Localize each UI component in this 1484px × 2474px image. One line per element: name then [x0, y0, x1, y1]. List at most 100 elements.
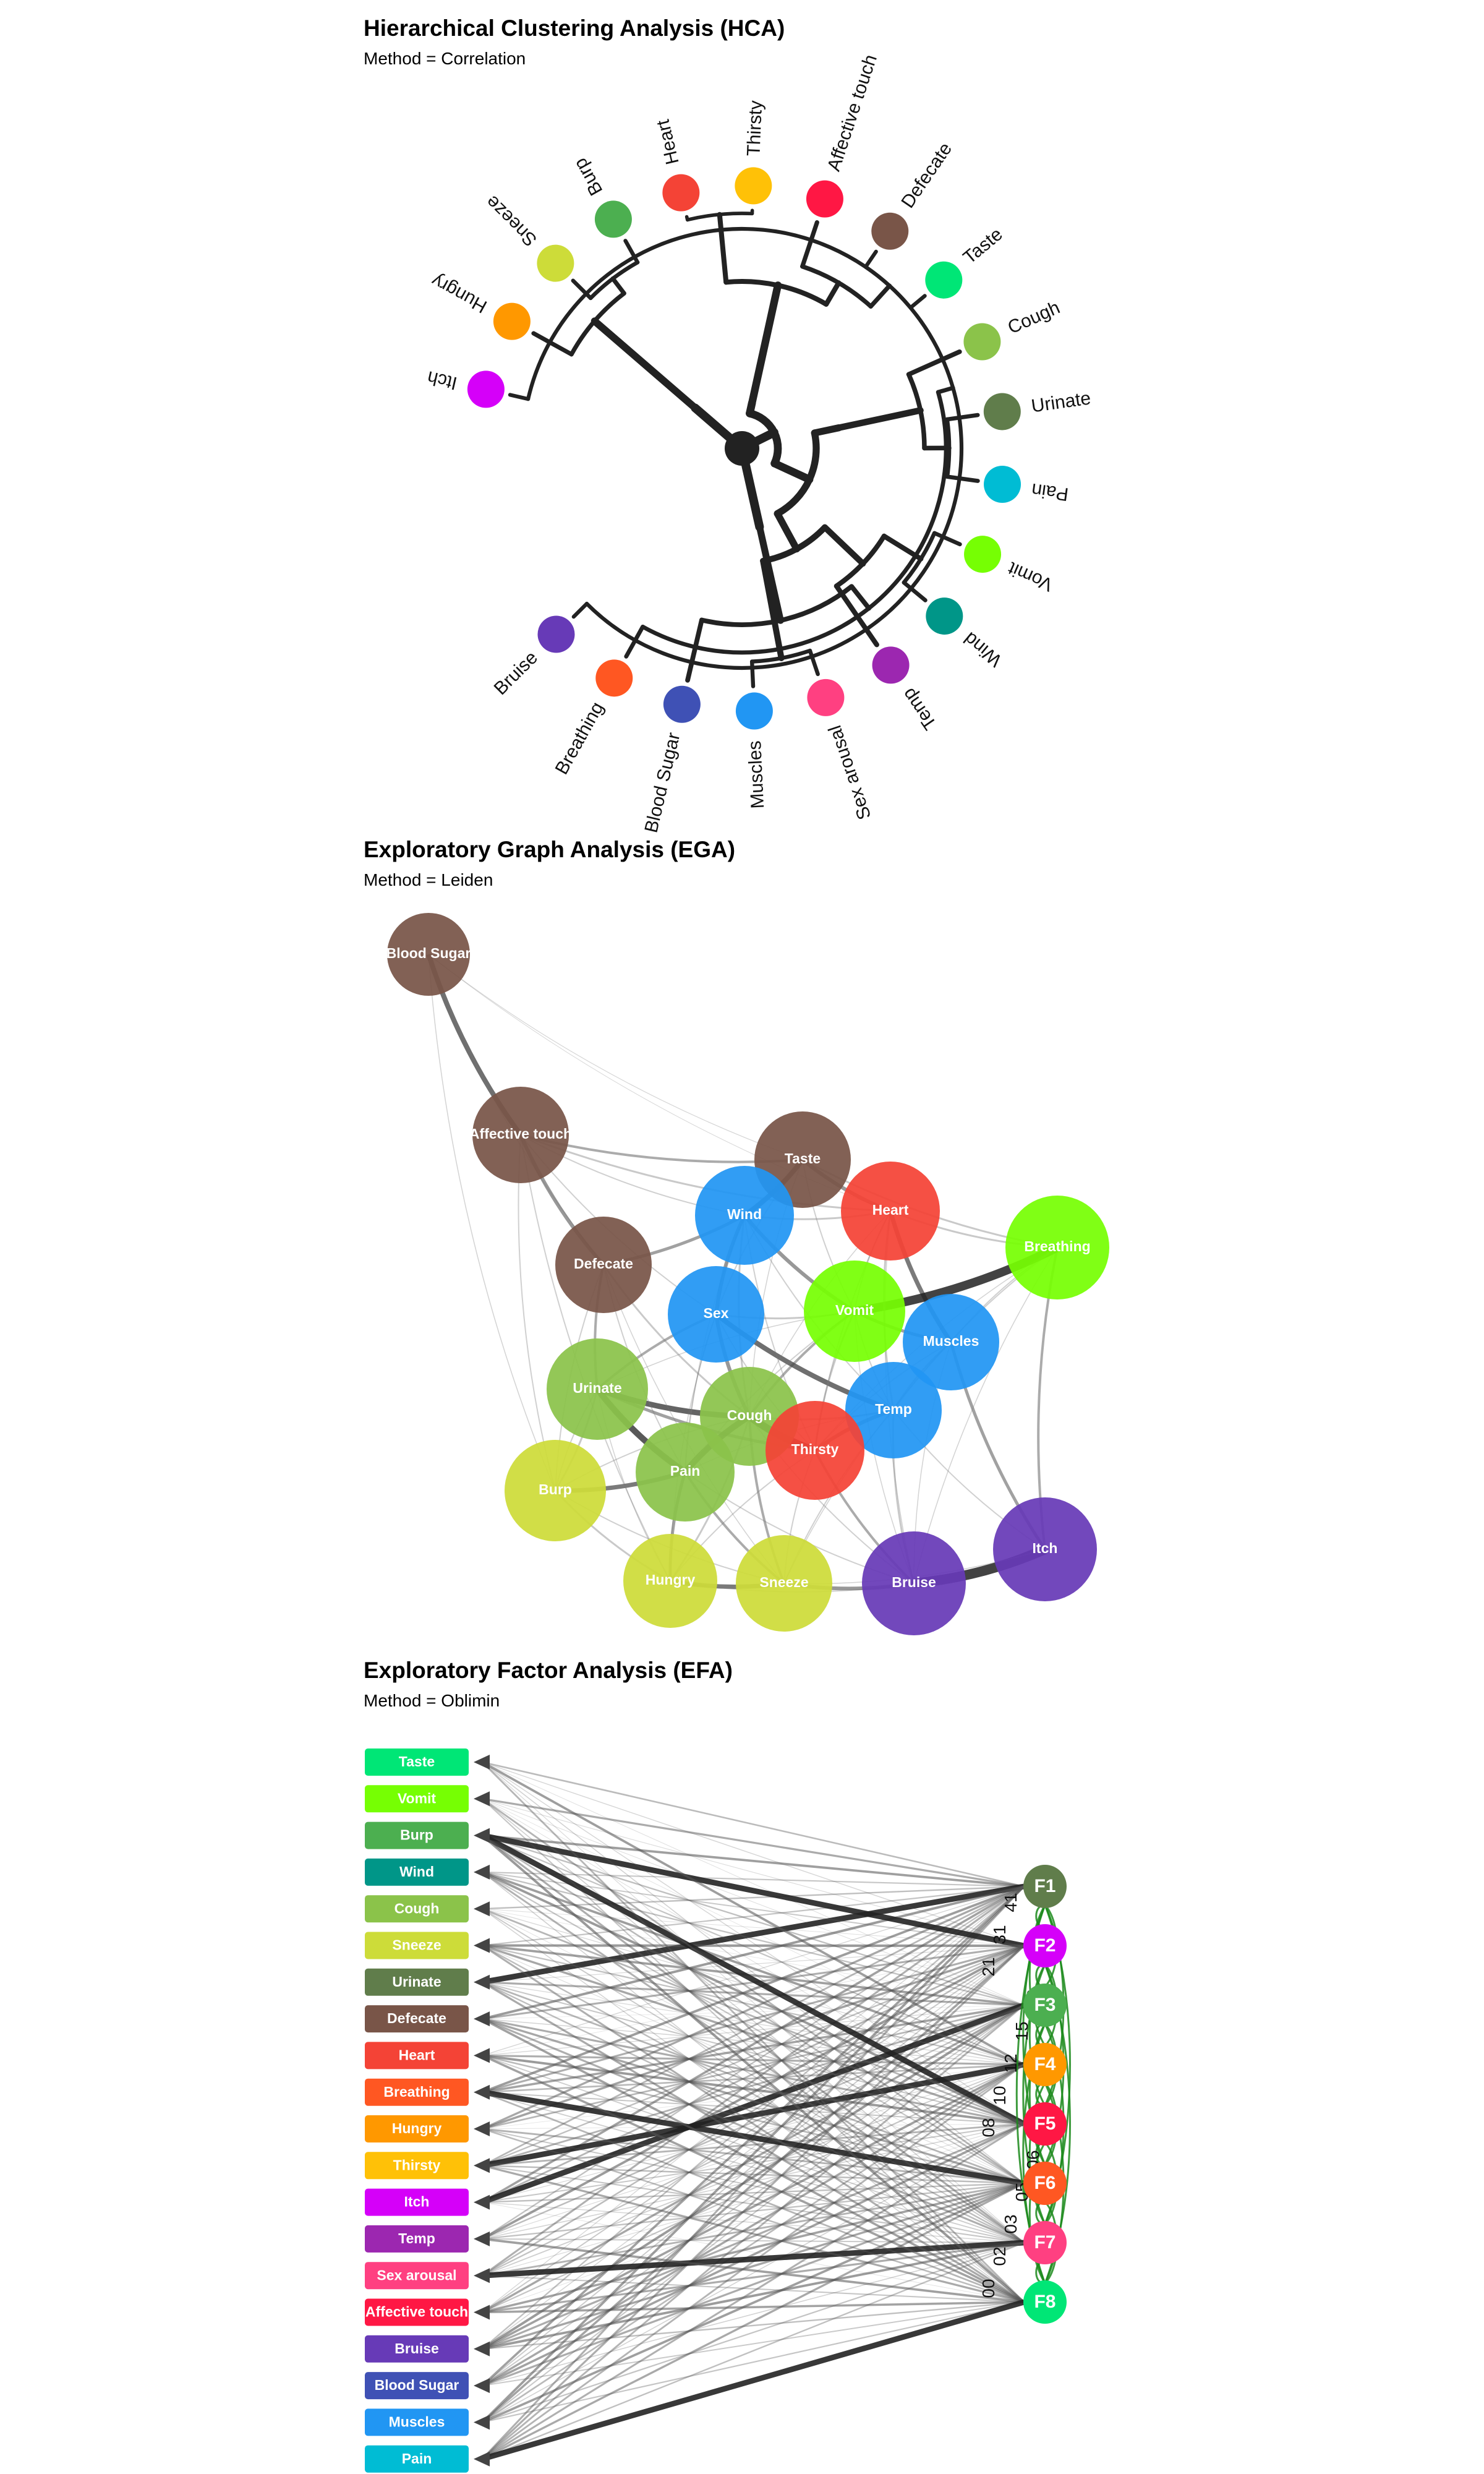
efa-loading-f1-taste	[482, 1761, 1025, 1888]
efa-loading-f1-heart	[482, 1886, 1025, 2057]
efa-loading-f6-vomit	[482, 1798, 1025, 2185]
ega-node-vomit	[804, 1261, 905, 1362]
efa-loading-f3-wind	[482, 1871, 1025, 2006]
efa-loading-f8-muscles	[482, 2301, 1025, 2423]
efa-loading-f5-pain	[482, 2123, 1025, 2460]
efa-loading-f7-cough	[482, 1908, 1025, 2243]
hca-label-thirsty: Thirsty	[743, 100, 766, 156]
hca-arc	[906, 372, 927, 451]
hca-leaf-cough	[963, 323, 1001, 361]
hca-branch	[685, 617, 704, 683]
hca-branch	[835, 407, 924, 431]
efa-loading-f5-urinate	[482, 1981, 1025, 2125]
efa-item-box-muscles	[365, 2408, 469, 2436]
ega-node-label-hungry: Hungry	[646, 1572, 696, 1588]
efa-factor-f3	[1023, 1984, 1067, 2027]
efa-corr-f2-f5	[1028, 1964, 1046, 2106]
efa-corr-label: 31	[990, 1925, 1009, 1944]
efa-loading-f8-defecate	[482, 2018, 1025, 2303]
hca-label-taste: Taste	[960, 224, 1007, 268]
hca-arc	[588, 260, 640, 301]
efa-factor-label-f7: F7	[1034, 2232, 1055, 2253]
hca-arc	[569, 291, 626, 357]
efa-loading-f4-muscles	[482, 2063, 1025, 2423]
hca-arc	[641, 390, 949, 655]
efa-loading-f8-urinate	[482, 1981, 1025, 2303]
efa-loading-f7-breathing	[482, 2091, 1025, 2243]
efa-loading-f8-pain	[481, 2299, 1025, 2462]
efa-arrow-affective-touch	[474, 2305, 490, 2320]
efa-arrow-sex-arousal	[474, 2268, 490, 2284]
efa-item-box-breathing	[365, 2078, 469, 2106]
ega-node-label-urinate: Urinate	[573, 1380, 621, 1396]
efa-title: Exploratory Factor Analysis (EFA)	[364, 1658, 733, 1683]
efa-loading-f4-itch	[482, 2064, 1025, 2203]
efa-item-box-bruise	[365, 2335, 469, 2363]
efa-arrow-itch	[474, 2194, 490, 2210]
efa-item-label-taste: Taste	[399, 1753, 435, 1770]
efa-loading-f1-wind	[482, 1871, 1025, 1888]
hca-branch	[868, 283, 892, 309]
efa-loading-f5-burp	[480, 1833, 1026, 2126]
efa-item-label-blood-sugar: Blood Sugar	[375, 2377, 459, 2393]
hca-arc	[760, 524, 828, 564]
efa-loading-f6-heart	[482, 2055, 1025, 2185]
ega-node-label-cough: Cough	[727, 1407, 772, 1423]
hca-arc	[685, 212, 754, 222]
efa-item-label-heart: Heart	[399, 2047, 435, 2063]
efa-corr-label: 08	[979, 2118, 998, 2137]
efa-factor-label-f8: F8	[1034, 2292, 1055, 2312]
hca-dendrogram	[508, 208, 980, 688]
efa-loading-f1-sex-arousal	[482, 1885, 1025, 2277]
efa-loading-f8-heart	[482, 2054, 1025, 2303]
efa-corr-label: 10	[990, 2086, 1009, 2105]
efa-factor-f5	[1023, 2102, 1067, 2146]
efa-loading-f5-taste	[482, 1761, 1025, 2125]
efa-item-box-temp	[365, 2225, 469, 2253]
ega-node-pain	[636, 1423, 735, 1522]
efa-factor-label-f4: F4	[1034, 2054, 1055, 2074]
efa-loading-f8-breathing	[482, 2091, 1025, 2303]
efa-loading-f6-temp	[482, 2182, 1025, 2240]
ega-node-label-bruise: Bruise	[892, 1574, 936, 1590]
efa-item-label-wind: Wind	[399, 1864, 434, 1880]
hca-leaf-burp	[594, 200, 632, 238]
efa-item-label-breathing: Breathing	[383, 2084, 450, 2100]
ega-node-label-affective-touch: Affective touch	[469, 1126, 572, 1142]
hca-root-node	[725, 431, 759, 466]
efa-loading-f7-wind	[482, 1871, 1025, 2244]
ega-node-label-breathing: Breathing	[1024, 1238, 1090, 1254]
efa-arrow-urinate	[474, 1974, 490, 1990]
hca-leaf-temp	[872, 646, 910, 684]
efa-loading-f5-thirsty	[482, 2123, 1025, 2167]
hca-leaf-hungry	[493, 302, 531, 340]
efa-loading-f2-affective-touch	[482, 1945, 1025, 2313]
efa-loading-f6-sneeze	[482, 1945, 1025, 2184]
efa-factor-f1	[1023, 1865, 1067, 1908]
hca-arc	[800, 264, 873, 309]
hca-branch	[936, 385, 955, 395]
efa-item-box-heart	[365, 2042, 469, 2070]
efa-arrow-pain	[474, 2451, 490, 2467]
ega-node-label-thirsty: Thirsty	[791, 1441, 839, 1457]
efa-loading-f6-urinate	[482, 1981, 1025, 2185]
hca-branch	[811, 424, 843, 437]
hca-label-breathing: Breathing	[552, 698, 608, 777]
efa-arrow-wind	[474, 1864, 490, 1880]
hca-leaf-bruise	[537, 615, 575, 653]
efa-factor-label-f1: F1	[1034, 1876, 1055, 1896]
hca-branch	[760, 557, 785, 662]
efa-corr-label: 15	[1012, 2021, 1031, 2040]
efa-loading-f2-heart	[482, 1945, 1025, 2056]
efa-loading-f1-sneeze	[482, 1885, 1025, 1946]
efa-loading-f7-blood-sugar	[482, 2242, 1025, 2386]
efa-loading-f6-wind	[482, 1871, 1025, 2184]
efa-loading-f7-taste	[482, 1761, 1025, 2243]
efa-factor-label-f5: F5	[1034, 2113, 1055, 2134]
efa-arrowheads	[474, 1755, 490, 2467]
efa-corr-f1-f4	[1028, 1904, 1046, 2047]
ega-node-hungry	[623, 1534, 717, 1628]
efa-item-box-cough	[365, 1895, 469, 1923]
hca-branch	[531, 331, 574, 357]
efa-arrow-blood-sugar	[474, 2378, 490, 2394]
